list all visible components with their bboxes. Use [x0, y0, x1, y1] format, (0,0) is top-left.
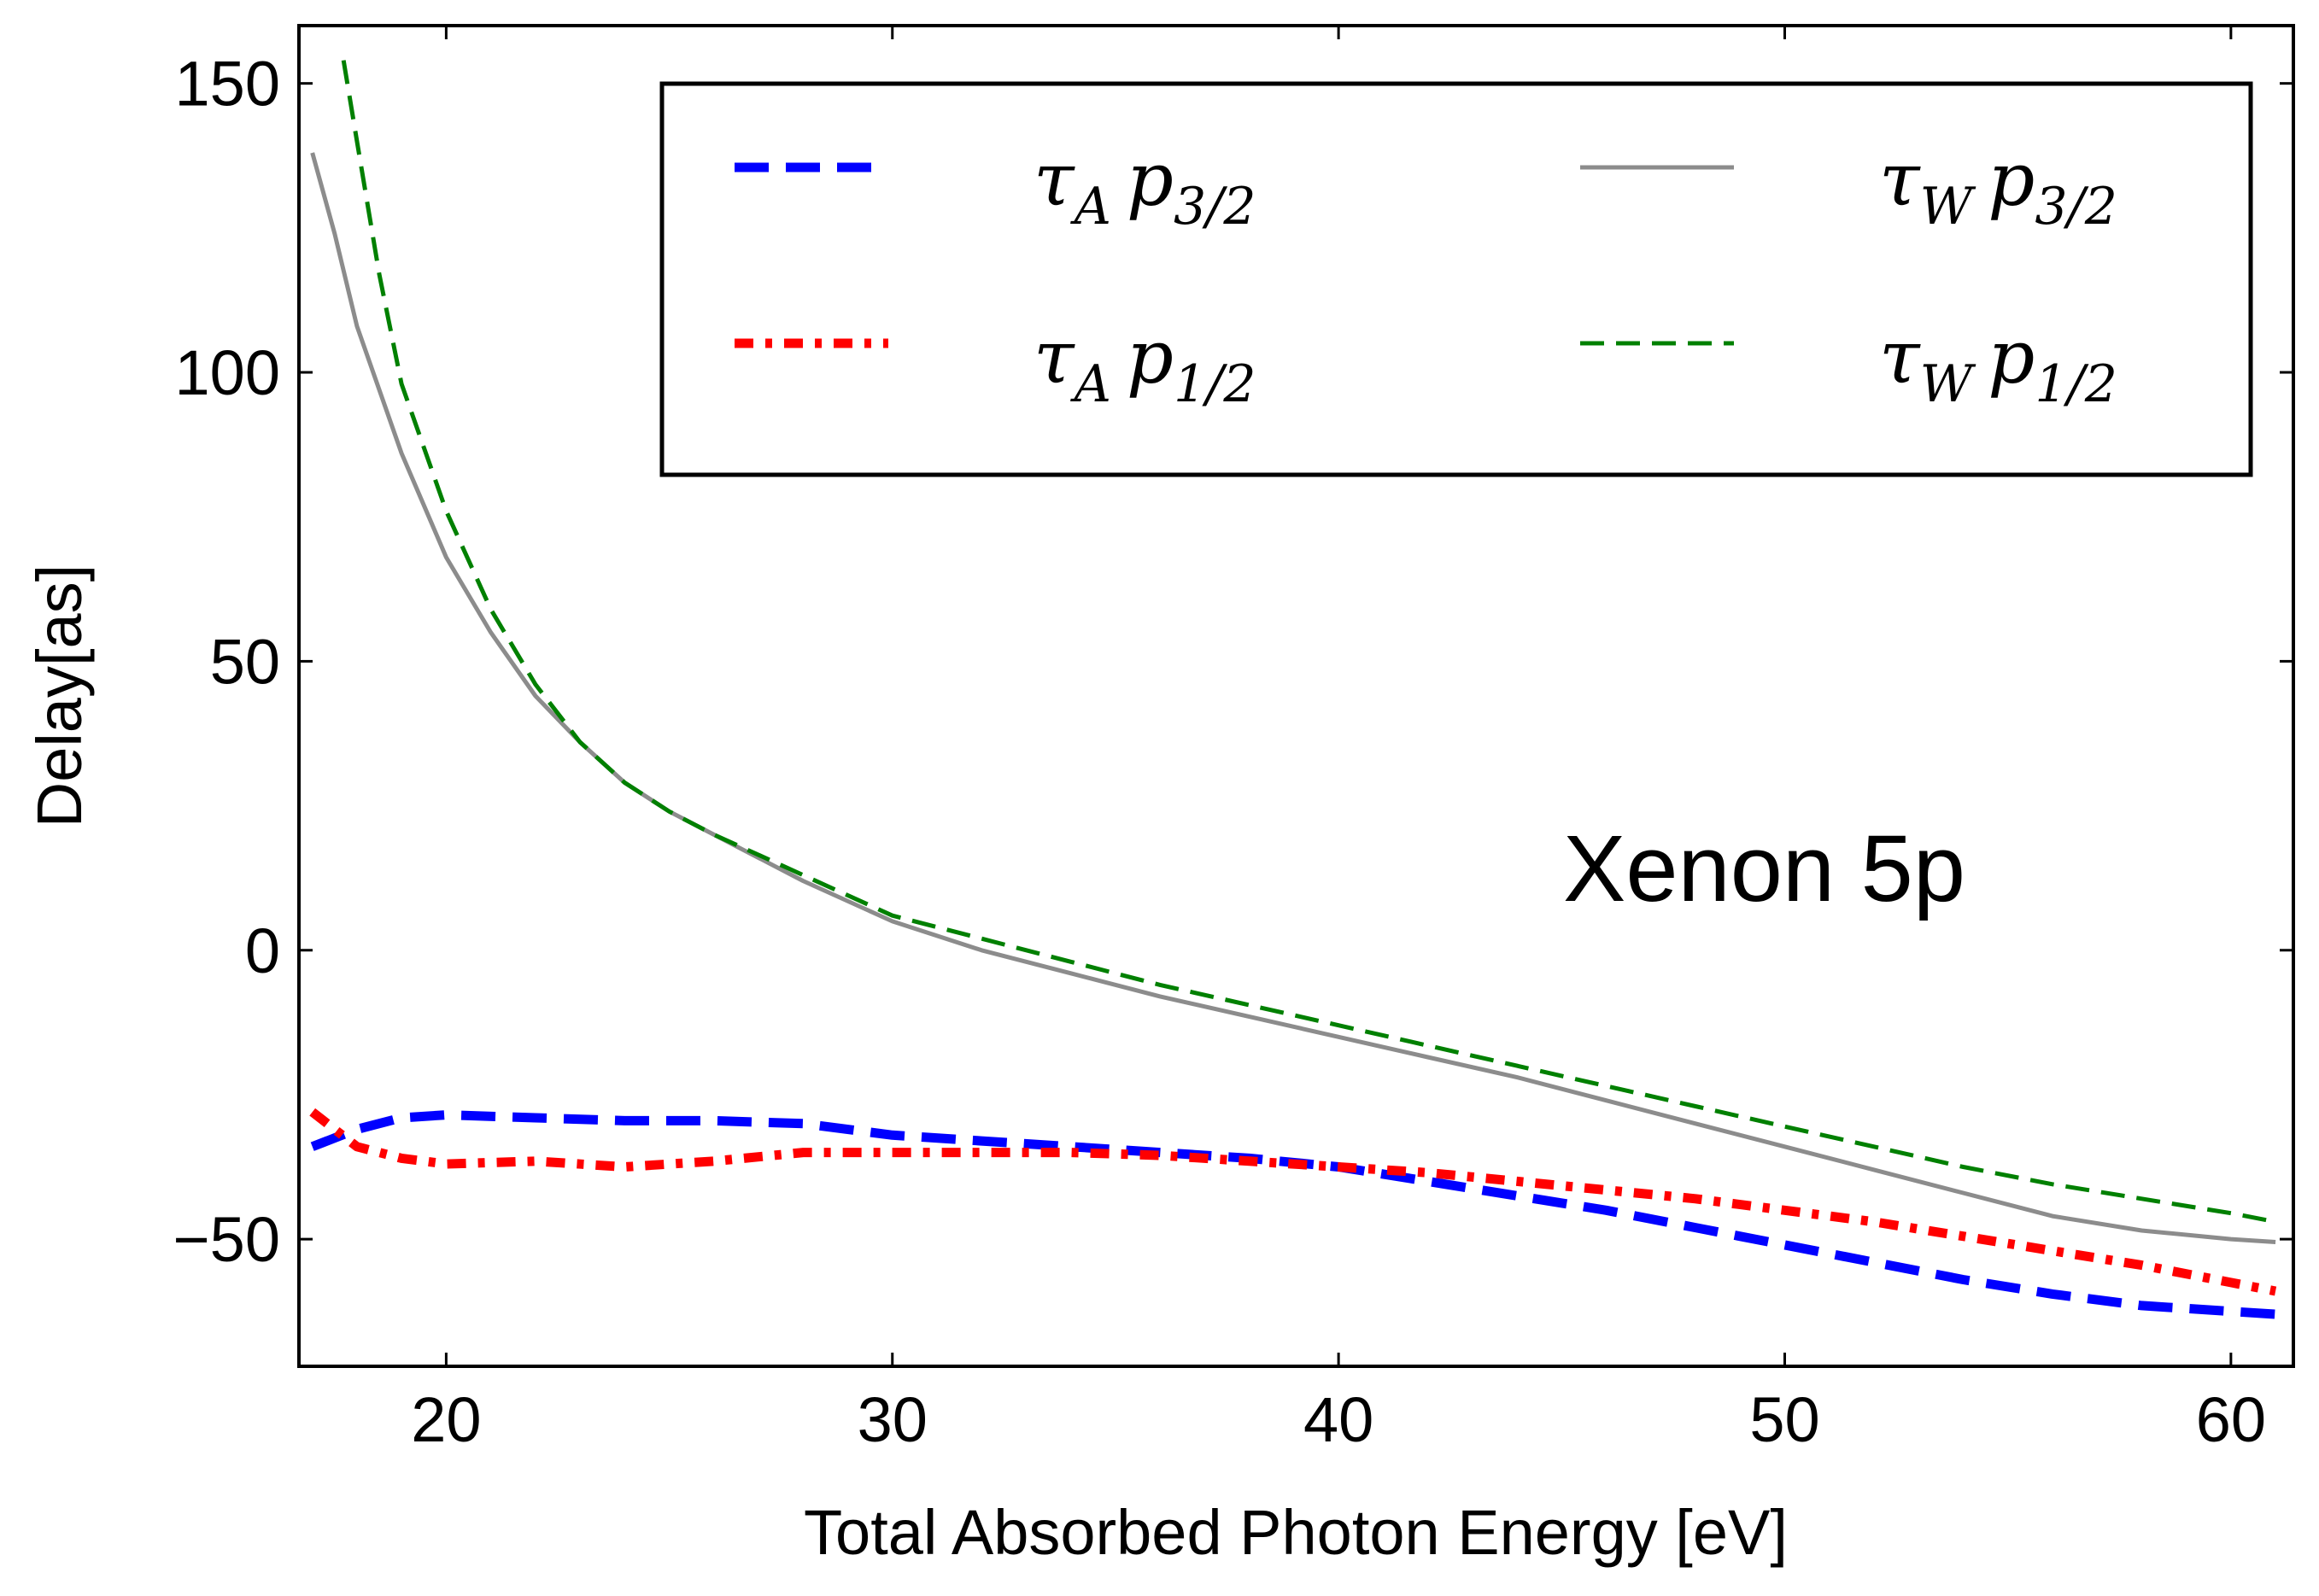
legend-label: τW p1/2	[1879, 315, 2117, 414]
series-line-tau-a-p-3-2	[310, 1110, 2276, 1319]
plot-frame	[297, 24, 2295, 1368]
legend-box	[659, 81, 2253, 477]
legend-label-part: A	[1070, 177, 1111, 237]
legend: τA p3/2τA p1/2τW p3/2τW p1/2	[659, 81, 2253, 477]
chart-annotation: Xenon 5p	[1563, 816, 1965, 921]
legend-label-part: τ	[1879, 315, 1921, 400]
series-line-tau-w-p-1-2	[341, 60, 2276, 1225]
y-tick-label: −50	[173, 1204, 280, 1275]
ticks-layer: 20 30 40 50 60 150 100 50 0 −50	[173, 26, 2293, 1455]
legend-label-part: 1/2	[2035, 354, 2117, 414]
legend-label-part: τ	[1034, 315, 1075, 400]
series-layer	[309, 60, 2277, 1319]
x-tick-label: 50	[1749, 1384, 1819, 1455]
legend-label-part: p	[1988, 315, 2035, 400]
legend-label-part: W	[1920, 177, 1976, 237]
x-tick-label: 30	[858, 1384, 928, 1455]
legend-label-part: A	[1070, 354, 1111, 414]
y-tick-label: 150	[175, 49, 280, 120]
series-line-tau-w-p-3-2	[310, 152, 2276, 1244]
x-tick-label: 20	[411, 1384, 481, 1455]
legend-label: τA p3/2	[1034, 137, 1256, 237]
y-tick-label: 50	[210, 626, 280, 697]
y-tick-label: 0	[245, 915, 280, 986]
legend-label-part: p	[1127, 315, 1174, 400]
legend-label-part: τ	[1879, 137, 1921, 223]
legend-label-part: W	[1920, 354, 1976, 414]
legend-label-part: 1/2	[1174, 354, 1256, 414]
legend-label-part: τ	[1034, 137, 1075, 223]
legend-label-part: 3/2	[2035, 177, 2117, 237]
y-axis-label: Delay[as]	[24, 564, 95, 827]
y-tick-label: 100	[175, 337, 280, 408]
series-line-tau-a-p-1-2	[309, 1108, 2277, 1296]
legend-label-part: 3/2	[1174, 177, 1256, 237]
x-tick-label: 60	[2196, 1384, 2266, 1455]
x-tick-label: 40	[1303, 1384, 1373, 1455]
legend-label: τA p1/2	[1034, 315, 1256, 414]
legend-label-part: p	[1127, 137, 1174, 223]
legend-label-part: p	[1988, 137, 2035, 223]
x-axis-label: Total Absorbed Photon Energy [eV]	[804, 1497, 1788, 1568]
legend-label: τW p3/2	[1879, 137, 2117, 237]
